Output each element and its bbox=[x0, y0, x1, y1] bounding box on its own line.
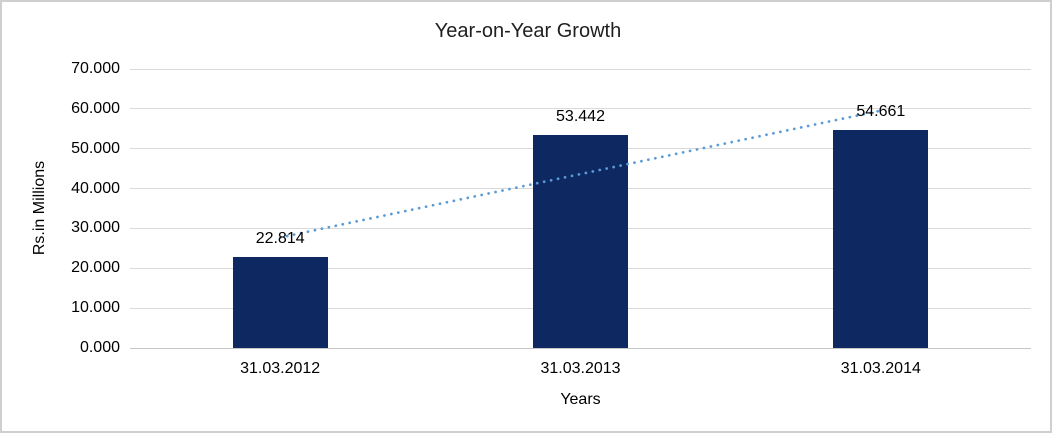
data-label: 53.442 bbox=[556, 107, 605, 125]
x-axis-title: Years bbox=[560, 391, 601, 408]
data-label: 22.814 bbox=[255, 230, 305, 248]
y-tick-label: 60.000 bbox=[71, 99, 120, 117]
y-tick-label: 10.000 bbox=[71, 299, 120, 317]
gridline bbox=[130, 108, 1031, 110]
bar-31.03.2014 bbox=[833, 130, 929, 348]
x-tick-label: 31.03.2013 bbox=[540, 360, 621, 377]
y-tick-label: 40.000 bbox=[71, 179, 120, 197]
y-tick-label: 20.000 bbox=[71, 259, 120, 277]
bar-31.03.2012 bbox=[232, 257, 328, 348]
trendline-dotted bbox=[278, 109, 883, 239]
x-axis-line bbox=[130, 347, 1031, 349]
y-tick-label: 30.000 bbox=[71, 219, 120, 237]
y-tick-label: 50.000 bbox=[71, 139, 120, 157]
data-label: 54.661 bbox=[856, 103, 906, 121]
gridline bbox=[130, 68, 1031, 70]
y-axis-title: Rs.in Millions bbox=[31, 160, 48, 256]
x-tick-label: 31.03.2012 bbox=[240, 360, 321, 377]
chart-title: Year-on-Year Growth bbox=[434, 20, 622, 42]
y-tick-label: 70.000 bbox=[71, 60, 120, 77]
plot-area bbox=[130, 68, 1031, 349]
trendline bbox=[278, 109, 883, 239]
y-tick-label: 0.000 bbox=[79, 339, 120, 356]
bar-31.03.2013 bbox=[533, 135, 628, 348]
x-tick-label: 31.03.2014 bbox=[840, 360, 921, 377]
